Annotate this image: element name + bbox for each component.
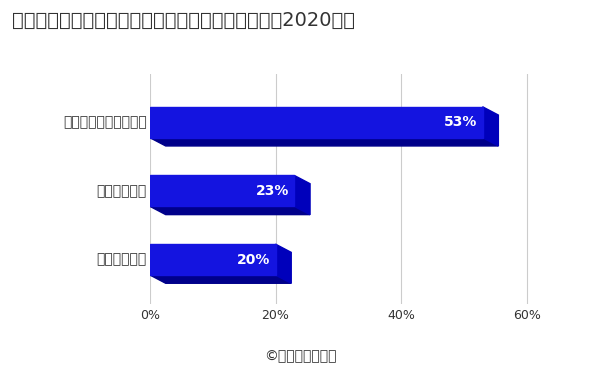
Bar <box>150 175 295 206</box>
Bar <box>150 107 482 138</box>
Polygon shape <box>150 138 499 146</box>
Polygon shape <box>275 244 291 283</box>
Text: 23%: 23% <box>256 184 289 198</box>
Bar <box>150 244 275 275</box>
Polygon shape <box>150 206 310 214</box>
Text: ゴルフカート会社のグローバルマーケットシェア（2020年）: ゴルフカート会社のグローバルマーケットシェア（2020年） <box>12 11 355 30</box>
Text: ヤマハ発動機: ヤマハ発動機 <box>97 184 147 198</box>
Text: テキストロン: テキストロン <box>97 253 147 267</box>
Text: 53%: 53% <box>444 115 478 129</box>
Polygon shape <box>482 107 499 146</box>
Polygon shape <box>150 275 291 283</box>
Text: ©業界再編の動向: ©業界再編の動向 <box>264 349 336 364</box>
Text: 20%: 20% <box>237 253 271 267</box>
Text: インガソール・ランド: インガソール・ランド <box>63 115 147 129</box>
Polygon shape <box>295 175 310 214</box>
